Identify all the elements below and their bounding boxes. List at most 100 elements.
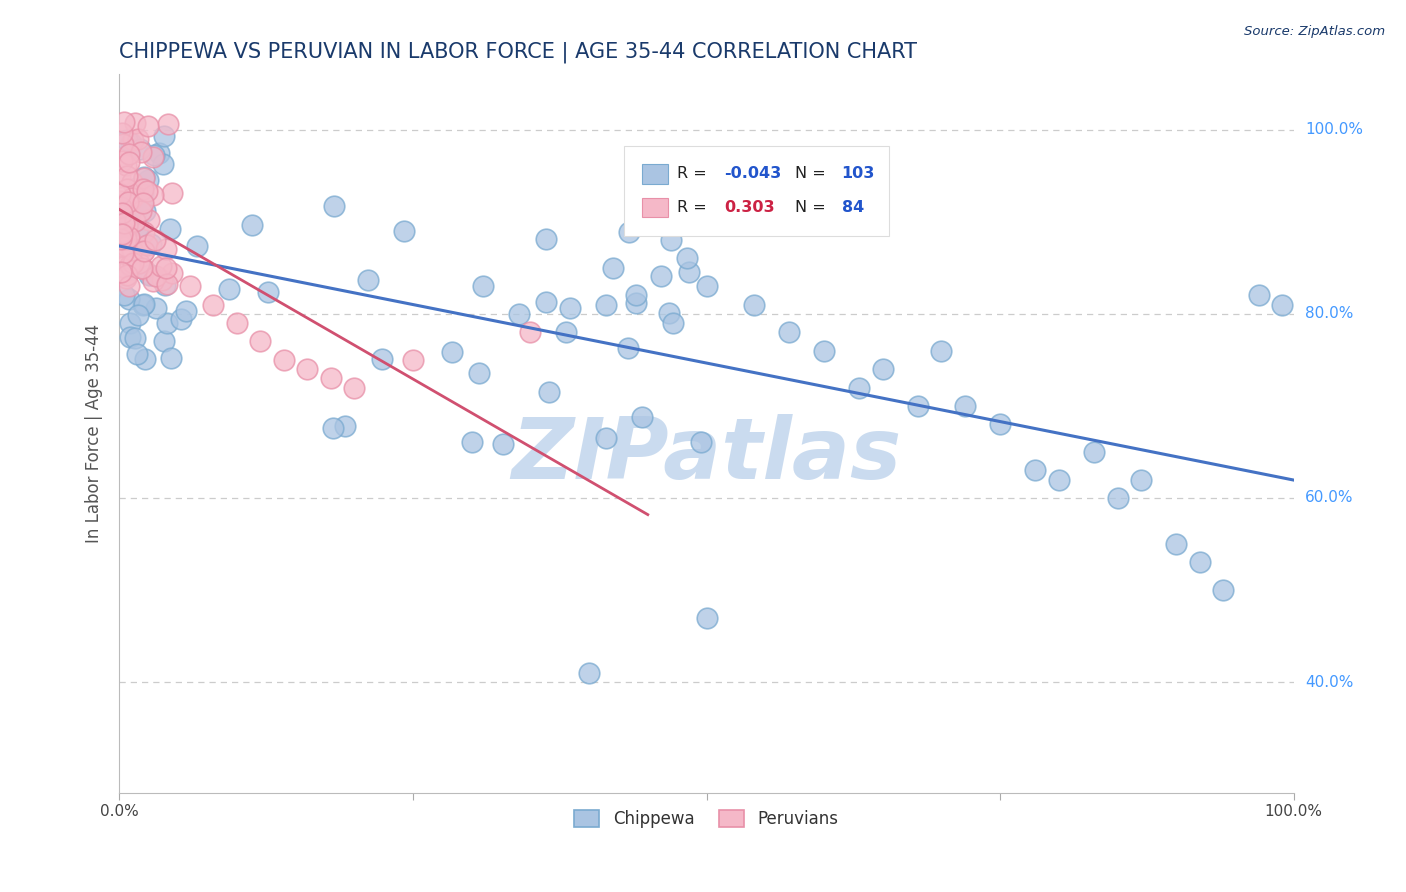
Point <box>179 279 201 293</box>
Point <box>1047 473 1070 487</box>
Point <box>508 307 530 321</box>
Text: 0.303: 0.303 <box>724 200 775 215</box>
Point <box>131 261 153 276</box>
Point <box>122 256 145 270</box>
FancyBboxPatch shape <box>624 146 889 236</box>
Point <box>111 126 134 140</box>
Point <box>202 298 225 312</box>
Point <box>134 204 156 219</box>
Point <box>124 331 146 345</box>
Point <box>149 259 172 273</box>
Point <box>256 285 278 300</box>
Point <box>1188 556 1211 570</box>
Text: 103: 103 <box>842 166 875 181</box>
Point <box>120 258 142 272</box>
Point <box>117 146 139 161</box>
Point <box>139 268 162 283</box>
Point <box>617 341 640 355</box>
Point <box>121 244 143 258</box>
Text: 60.0%: 60.0% <box>1305 491 1354 506</box>
Point <box>159 222 181 236</box>
Point <box>370 351 392 366</box>
Point <box>153 277 176 292</box>
Point <box>129 142 152 156</box>
Point <box>1247 288 1270 302</box>
Point <box>142 274 165 288</box>
Point <box>558 301 581 315</box>
Text: 84: 84 <box>842 200 863 215</box>
Point <box>145 268 167 283</box>
Point <box>595 298 617 312</box>
Point <box>132 181 155 195</box>
Point <box>1212 583 1234 598</box>
Point <box>112 115 135 129</box>
Point <box>110 200 132 214</box>
Point <box>125 205 148 219</box>
Point <box>953 399 976 413</box>
Point <box>131 204 153 219</box>
Point <box>492 436 515 450</box>
Point <box>461 435 484 450</box>
Point <box>118 292 141 306</box>
Point <box>127 220 149 235</box>
Point <box>135 184 157 198</box>
Point <box>114 226 136 240</box>
Point <box>117 268 139 283</box>
Point <box>678 265 700 279</box>
Point <box>132 298 155 312</box>
Point <box>124 189 146 203</box>
Point <box>112 288 135 302</box>
Text: N =: N = <box>794 200 831 215</box>
Point <box>658 306 681 320</box>
Point <box>124 214 146 228</box>
Point <box>132 169 155 184</box>
Text: R =: R = <box>678 200 711 215</box>
Point <box>1130 473 1153 487</box>
Point <box>115 217 138 231</box>
Point <box>174 303 197 318</box>
Point <box>676 251 699 265</box>
Point <box>160 266 183 280</box>
Point <box>115 219 138 233</box>
Point <box>131 194 153 208</box>
Point <box>295 362 318 376</box>
Point <box>155 243 177 257</box>
Point <box>108 201 131 215</box>
Text: Source: ZipAtlas.com: Source: ZipAtlas.com <box>1244 25 1385 38</box>
Point <box>394 224 416 238</box>
Point <box>155 277 177 292</box>
Point <box>335 419 357 434</box>
Point <box>742 298 765 312</box>
Point <box>127 131 149 145</box>
Point <box>112 246 135 260</box>
Point <box>595 431 617 445</box>
Point <box>472 279 495 293</box>
Point <box>534 295 557 310</box>
Point <box>240 218 263 232</box>
Point <box>124 116 146 130</box>
Point <box>578 665 600 680</box>
Point <box>129 145 152 160</box>
Point <box>662 316 685 330</box>
Point <box>118 196 141 211</box>
Point <box>1271 298 1294 312</box>
Point <box>125 181 148 195</box>
Point <box>156 117 179 131</box>
Point <box>152 334 174 348</box>
Point <box>138 119 160 133</box>
Text: 40.0%: 40.0% <box>1305 674 1353 690</box>
Point <box>118 229 141 244</box>
Point <box>440 345 463 359</box>
Point <box>128 256 150 270</box>
Point <box>134 351 156 366</box>
Point <box>468 366 491 380</box>
Point <box>114 158 136 172</box>
Point <box>696 610 718 624</box>
Point <box>145 301 167 316</box>
Point <box>225 316 247 330</box>
Point <box>121 203 143 218</box>
Point <box>120 136 142 151</box>
Point <box>343 380 366 394</box>
Point <box>148 146 170 161</box>
Point <box>115 232 138 246</box>
